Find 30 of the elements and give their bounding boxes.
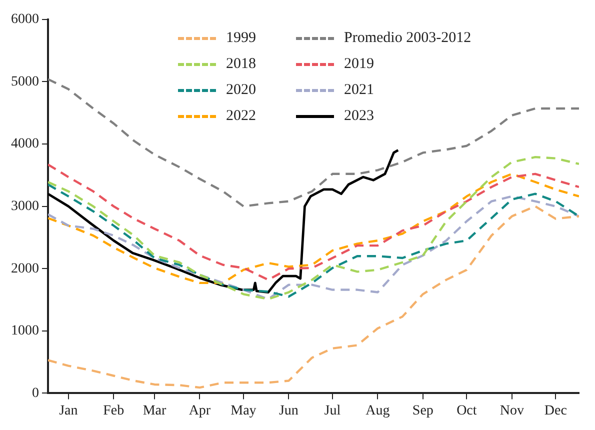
x-tick-label: Sep (412, 403, 434, 418)
x-tick-label: Aug (366, 403, 390, 418)
y-tick-label: 5000 (11, 74, 39, 90)
legend-label: 2022 (226, 108, 256, 124)
x-tick-label: Jul (324, 403, 341, 418)
legend-label: 2019 (344, 56, 374, 72)
x-tick-label: Jun (278, 403, 298, 418)
x-tick-label: Jan (59, 403, 78, 418)
y-tick-label: 6000 (11, 12, 39, 28)
line-series (48, 78, 579, 208)
legend-label: 2020 (226, 82, 256, 98)
legend-label: 2023 (344, 108, 374, 124)
legend-label: 2021 (344, 82, 374, 98)
y-tick-label: 0 (32, 386, 39, 401)
line-series (48, 205, 579, 389)
x-tick-label: Dec (544, 403, 567, 418)
x-tick-label: Mar (142, 403, 166, 418)
y-tick-label: 2000 (11, 261, 39, 276)
x-tick-label: Oct (456, 403, 477, 418)
x-tick-label: Feb (103, 403, 124, 418)
legend-label: 1999 (226, 30, 256, 46)
y-tick-label: 1000 (11, 324, 39, 339)
legend-label: 2018 (226, 56, 256, 72)
y-tick-label: 3000 (11, 198, 39, 214)
y-tick-label: 4000 (11, 136, 39, 152)
line-series (48, 156, 579, 300)
x-tick-label: Nov (500, 403, 524, 418)
legend-label: Promedio 2003-2012 (344, 30, 472, 46)
x-tick-label: Apr (188, 403, 211, 418)
x-tick-label: May (230, 403, 256, 418)
